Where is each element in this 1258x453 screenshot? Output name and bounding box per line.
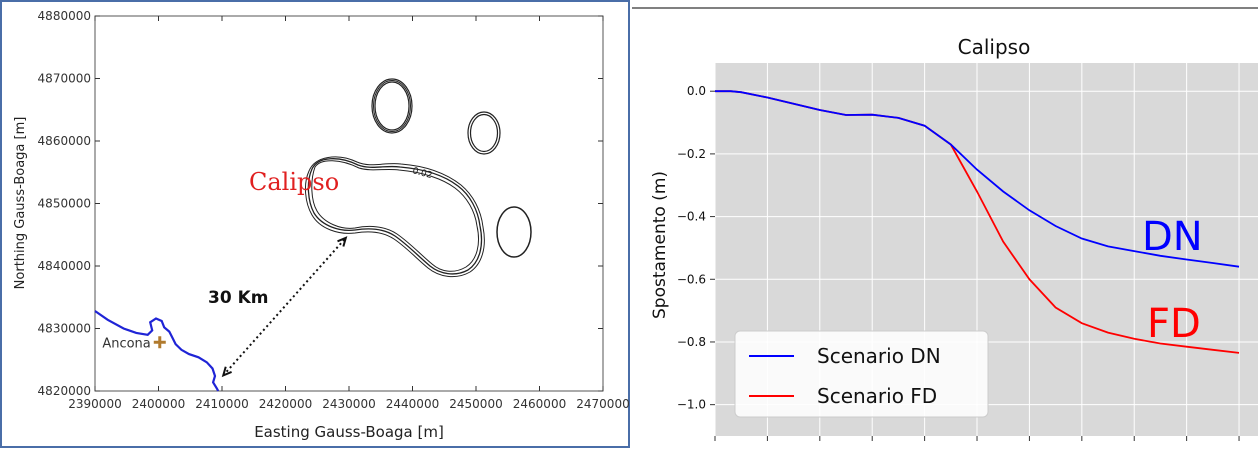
map-x-tick-label: 2460000 bbox=[513, 397, 566, 411]
map-y-tick-label: 4830000 bbox=[38, 322, 91, 336]
calipso-map: 2390000 2400000 2410000 2420000 2430000 24400… bbox=[0, 0, 630, 448]
north-ring-contour-3 bbox=[373, 80, 411, 132]
map-x-tick-label: 2390000 bbox=[68, 397, 121, 411]
y-tick-label: −0.2 bbox=[677, 147, 706, 161]
y-tick-label: 0.0 bbox=[687, 84, 706, 98]
series-line-scenario-dn bbox=[715, 90, 1240, 268]
annotation-dn: DN bbox=[1142, 214, 1203, 260]
x-ticks bbox=[714, 436, 1240, 441]
map-x-tick-label: 2470000 bbox=[576, 397, 629, 411]
main-field-contour-3 bbox=[311, 160, 480, 272]
annotation-fd: FD bbox=[1147, 301, 1201, 347]
y-tick-label: −1.0 bbox=[677, 398, 706, 412]
chart-legend: Scenario DN Scenario FD bbox=[734, 330, 989, 418]
plot-area bbox=[94, 15, 604, 392]
map-x-tick-label: 2420000 bbox=[259, 397, 312, 411]
y-ticks: 0.0 −0.2 −0.4 −0.6 −0.8 −1.0 bbox=[677, 84, 715, 412]
north-ring-contour-2 bbox=[374, 81, 410, 131]
map-x-tick-label: 2440000 bbox=[386, 397, 439, 411]
main-field-contour-2 bbox=[304, 156, 485, 278]
chart-series bbox=[715, 90, 1240, 354]
east-ring-contour bbox=[496, 206, 532, 258]
contour-rings bbox=[304, 78, 532, 278]
map-x-tick-label: 2450000 bbox=[449, 397, 502, 411]
chart-panel: Calipso 0.0 −0.2 −0.4 −0.6 −0.8 −1.0 Spostame… bbox=[632, 0, 1258, 449]
map-y-tick-label: 4840000 bbox=[38, 259, 91, 273]
map-y-tick-label: 4820000 bbox=[38, 384, 91, 398]
legend-label-fd: Scenario FD bbox=[817, 384, 937, 408]
map-panel: 2390000 2400000 2410000 2420000 2430000 24400… bbox=[0, 0, 632, 449]
map-x-tick-label: 2410000 bbox=[195, 397, 248, 411]
distance-arrow-heads bbox=[221, 236, 348, 378]
legend-label-dn: Scenario DN bbox=[817, 344, 941, 368]
y-tick-label: −0.8 bbox=[677, 335, 706, 349]
distance-arrow bbox=[222, 237, 347, 377]
y-axis-label: Northing Gauss-Boaga [m] bbox=[13, 117, 28, 290]
y-tick-label: −0.4 bbox=[677, 210, 706, 224]
field-label: Calipso bbox=[249, 168, 339, 196]
northeast-ring-contour bbox=[467, 111, 501, 155]
coastline bbox=[94, 310, 220, 392]
ancona-marker bbox=[153, 336, 166, 349]
north-ring-contour bbox=[371, 78, 413, 134]
legend-box bbox=[734, 330, 989, 418]
map-x-tick-label: 2400000 bbox=[132, 397, 185, 411]
city-label: Ancona bbox=[102, 336, 150, 351]
main-field-contour bbox=[307, 158, 483, 275]
map-x-tick-label: 2430000 bbox=[322, 397, 375, 411]
map-y-tick-label: 4880000 bbox=[38, 9, 91, 23]
distance-label: 30 Km bbox=[208, 288, 268, 308]
map-y-tick-label: 4860000 bbox=[38, 134, 91, 148]
y-tick-label: −0.6 bbox=[677, 272, 706, 286]
x-axis-label: Easting Gauss-Boaga [m] bbox=[254, 423, 444, 441]
northeast-ring-contour-2 bbox=[469, 113, 499, 153]
map-y-tick-label: 4870000 bbox=[38, 72, 91, 86]
chart-title: Calipso bbox=[958, 35, 1031, 59]
displacement-chart: Calipso 0.0 −0.2 −0.4 −0.6 −0.8 −1.0 Spostame… bbox=[632, 7, 1258, 441]
chart-y-axis-label: Spostamento (m) bbox=[650, 171, 670, 319]
map-y-tick-label: 4850000 bbox=[38, 197, 91, 211]
